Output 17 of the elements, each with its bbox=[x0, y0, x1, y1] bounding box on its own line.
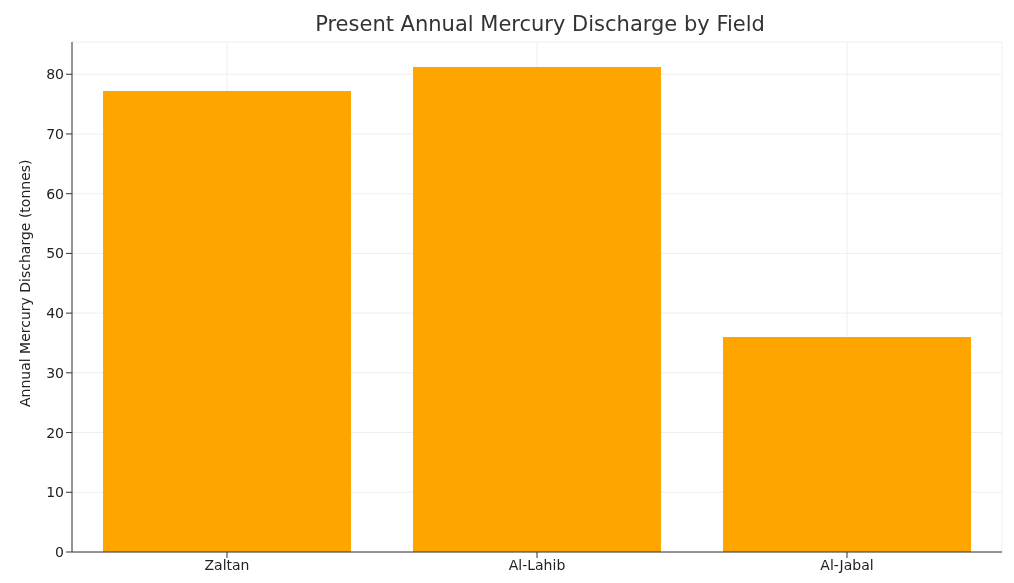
y-tick-label: 70 bbox=[46, 125, 64, 142]
y-tick-label: 20 bbox=[46, 424, 64, 441]
chart-title: Present Annual Mercury Discharge by Field bbox=[314, 12, 766, 36]
y-tick-label: 10 bbox=[46, 484, 64, 501]
bar bbox=[413, 67, 661, 552]
x-tick-label: Zaltan bbox=[204, 556, 250, 573]
y-tick-label: 50 bbox=[46, 245, 64, 262]
y-tick-label: 80 bbox=[46, 66, 64, 83]
y-tick-label: 40 bbox=[46, 305, 64, 322]
y-tick-label: 60 bbox=[46, 185, 64, 202]
y-tick-label: 0 bbox=[55, 543, 64, 560]
x-tick-label: Al-Jabal bbox=[820, 556, 874, 573]
bar bbox=[103, 90, 351, 552]
y-tick-label: 30 bbox=[46, 364, 64, 381]
x-tick-label: Al-Lahib bbox=[508, 556, 566, 573]
bar bbox=[723, 337, 971, 552]
y-axis-title: Annual Mercury Discharge (tonnes) bbox=[16, 159, 33, 407]
